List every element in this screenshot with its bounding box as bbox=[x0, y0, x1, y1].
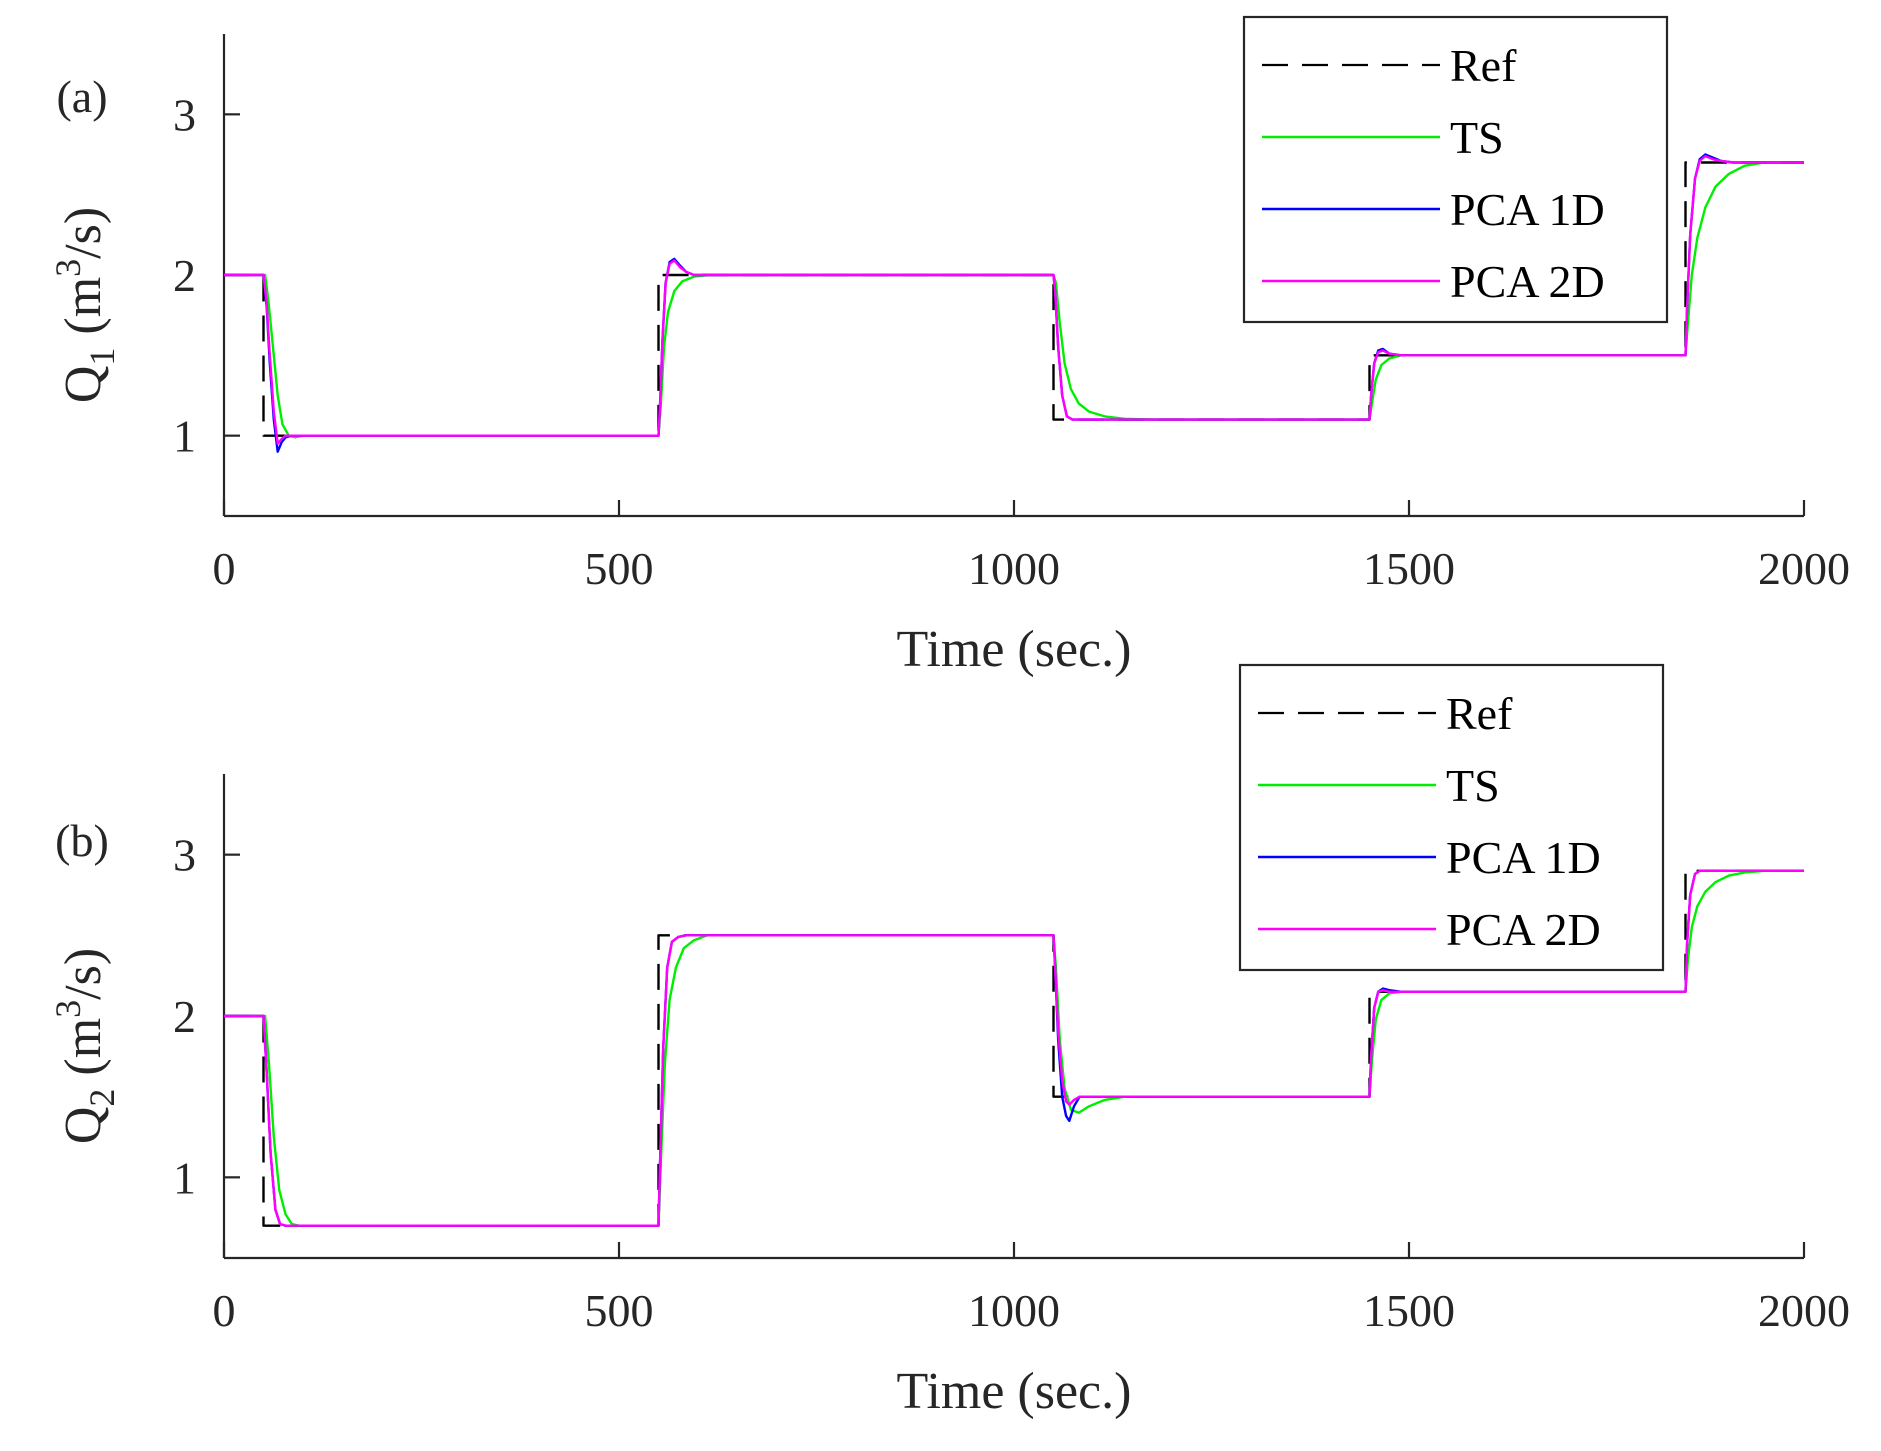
y-axis-title-end: /s) bbox=[55, 207, 112, 259]
x-tick-label: 2000 bbox=[1758, 1285, 1850, 1336]
legend: Ref TS PCA 1D PCA 2D bbox=[1238, 663, 1665, 972]
legend-label: PCA 2D bbox=[1446, 904, 1601, 955]
x-tick-label: 0 bbox=[213, 543, 236, 594]
x-tick-label: 1500 bbox=[1363, 1285, 1455, 1336]
y-axis-title-end: /s) bbox=[55, 948, 112, 1000]
y-tick-label: 1 bbox=[173, 411, 196, 462]
y-axis-title: Q1 (m3/s) bbox=[48, 207, 122, 403]
legend-label: Ref bbox=[1450, 40, 1517, 91]
legend: Ref TS PCA 1D PCA 2D bbox=[1242, 15, 1669, 324]
legend-label: TS bbox=[1446, 760, 1500, 811]
legend-label: PCA 1D bbox=[1446, 832, 1601, 883]
y-tick-label: 2 bbox=[173, 250, 196, 301]
y-axis-title-subscript: 1 bbox=[82, 348, 122, 366]
y-tick-label: 2 bbox=[173, 991, 196, 1042]
legend-label: Ref bbox=[1446, 688, 1513, 739]
x-tick-label: 1000 bbox=[968, 543, 1060, 594]
y-tick-label: 3 bbox=[173, 89, 196, 140]
panel-label: (a) bbox=[56, 71, 107, 122]
y-axis-title-mid: (m bbox=[55, 277, 112, 348]
y-axis-title-superscript: 3 bbox=[48, 1000, 88, 1018]
y-tick-label: 3 bbox=[173, 830, 196, 881]
x-tick-label: 2000 bbox=[1758, 543, 1850, 594]
x-tick-label: 0 bbox=[213, 1285, 236, 1336]
legend-box bbox=[1242, 15, 1669, 324]
legend-label: PCA 2D bbox=[1450, 256, 1605, 307]
y-axis-title-mid: (m bbox=[55, 1018, 112, 1089]
y-tick-label: 1 bbox=[173, 1152, 196, 1203]
y-axis-title-subscript: 2 bbox=[82, 1089, 122, 1107]
series-pca-2d-line bbox=[224, 154, 1804, 445]
x-tick-label: 500 bbox=[585, 1285, 654, 1336]
panel-label: (b) bbox=[55, 815, 109, 866]
legend-box bbox=[1238, 663, 1665, 972]
legend-label: TS bbox=[1450, 112, 1504, 163]
x-axis-title: Time (sec.) bbox=[897, 1363, 1132, 1420]
x-tick-label: 1500 bbox=[1363, 543, 1455, 594]
y-axis-title-superscript: 3 bbox=[48, 259, 88, 277]
x-tick-label: 1000 bbox=[968, 1285, 1060, 1336]
x-axis-title: Time (sec.) bbox=[897, 621, 1132, 678]
x-tick-label: 500 bbox=[585, 543, 654, 594]
series-pca-2d-line bbox=[224, 869, 1804, 1227]
y-axis-title: Q2 (m3/s) bbox=[48, 948, 122, 1144]
y-axis-title-base: Q bbox=[55, 366, 112, 404]
y-axis-title-base: Q bbox=[55, 1107, 112, 1145]
legend-label: PCA 1D bbox=[1450, 184, 1605, 235]
